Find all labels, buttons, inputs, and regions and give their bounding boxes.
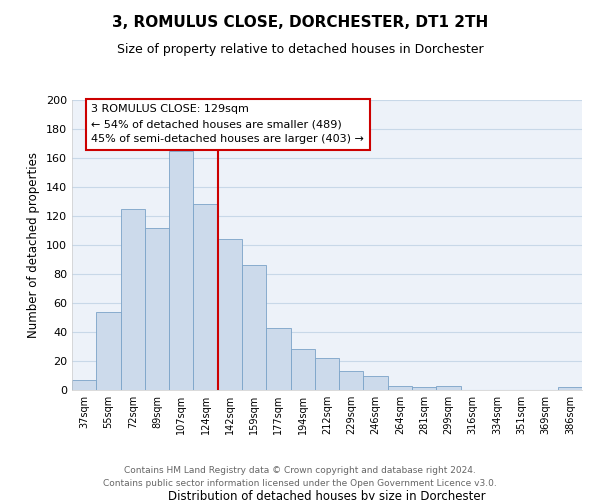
Bar [266, 328, 290, 390]
Y-axis label: Number of detached properties: Number of detached properties [28, 152, 40, 338]
Bar [193, 204, 218, 390]
Text: Contains HM Land Registry data © Crown copyright and database right 2024.
Contai: Contains HM Land Registry data © Crown c… [103, 466, 497, 487]
Text: 3, ROMULUS CLOSE, DORCHESTER, DT1 2TH: 3, ROMULUS CLOSE, DORCHESTER, DT1 2TH [112, 15, 488, 30]
Bar [388, 386, 412, 390]
Bar [96, 312, 121, 390]
Bar [364, 376, 388, 390]
X-axis label: Distribution of detached houses by size in Dorchester: Distribution of detached houses by size … [168, 490, 486, 500]
Bar [121, 209, 145, 390]
Bar [436, 386, 461, 390]
Bar [145, 228, 169, 390]
Bar [72, 380, 96, 390]
Text: 3 ROMULUS CLOSE: 129sqm
← 54% of detached houses are smaller (489)
45% of semi-d: 3 ROMULUS CLOSE: 129sqm ← 54% of detache… [91, 104, 364, 144]
Bar [412, 387, 436, 390]
Bar [242, 266, 266, 390]
Bar [218, 239, 242, 390]
Bar [339, 371, 364, 390]
Bar [558, 387, 582, 390]
Text: Size of property relative to detached houses in Dorchester: Size of property relative to detached ho… [116, 42, 484, 56]
Bar [290, 350, 315, 390]
Bar [315, 358, 339, 390]
Bar [169, 151, 193, 390]
